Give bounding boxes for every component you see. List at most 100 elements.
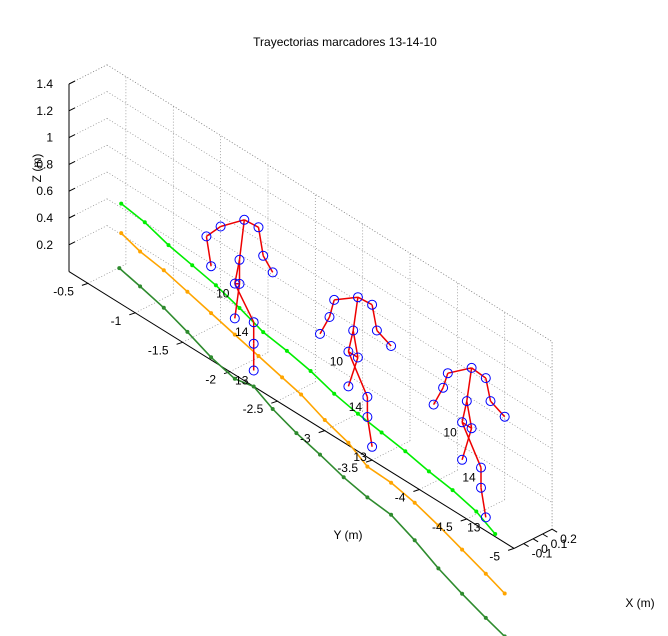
skeleton-bone xyxy=(205,236,212,267)
skeleton-bone xyxy=(328,299,335,318)
series-point-10 xyxy=(142,220,147,225)
skeleton-bone xyxy=(471,367,487,379)
axes xyxy=(68,80,558,551)
z-tick-label: 0.2 xyxy=(36,238,53,252)
skeleton-joint xyxy=(371,325,382,336)
y-tick-mark xyxy=(129,312,136,316)
skeleton-joint xyxy=(362,391,373,402)
marker-label-13: 13 xyxy=(235,374,249,388)
series-point-10 xyxy=(308,369,313,373)
y-tick-label: -5 xyxy=(489,549,500,563)
skeleton-bone xyxy=(485,377,492,402)
x-tick-mark xyxy=(551,528,558,533)
skeleton-joint xyxy=(476,482,486,493)
skeleton-joint xyxy=(442,368,453,379)
series-point-13 xyxy=(138,284,143,289)
y-tick-mark xyxy=(271,400,278,404)
skeleton-overlays: 10 14 13 10 14 13 10 14 13 xyxy=(201,214,510,534)
skeleton-joint xyxy=(457,417,468,428)
plot-area xyxy=(117,201,507,636)
grid-line-back-z-3 xyxy=(106,144,553,423)
x-tick-mark xyxy=(523,543,529,548)
skeleton-joint xyxy=(428,399,439,410)
z-tick-mark xyxy=(68,80,76,85)
skeleton-joint xyxy=(348,325,359,336)
skeleton-bone xyxy=(442,372,449,388)
skeleton-bone xyxy=(262,255,274,273)
skeleton-joint xyxy=(461,396,472,407)
skeleton-joint xyxy=(386,341,397,351)
y-tick-label: -0.5 xyxy=(53,284,74,298)
skeleton-joint xyxy=(367,441,378,452)
skeleton-joint xyxy=(229,313,240,324)
skeleton-joint xyxy=(485,396,496,407)
z-tick-mark xyxy=(68,187,76,192)
x-tick-label: 0.1 xyxy=(551,537,568,551)
series-point-14 xyxy=(322,418,327,422)
series-point-13 xyxy=(232,376,237,381)
marker-label-10: 10 xyxy=(443,425,457,439)
skeleton-joint xyxy=(480,373,491,384)
series-point-10 xyxy=(332,391,337,396)
series-point-10 xyxy=(379,430,384,435)
skeleton-bone xyxy=(234,283,255,323)
y-tick-mark xyxy=(318,430,325,434)
skeleton-joint xyxy=(267,267,278,278)
series-point-10 xyxy=(403,449,408,454)
skeleton-joint xyxy=(215,221,226,232)
series-point-14 xyxy=(460,547,465,552)
skeleton-bone xyxy=(347,351,369,398)
skeleton-joint xyxy=(315,328,325,339)
series-point-13 xyxy=(270,407,275,411)
series-point-13 xyxy=(185,329,190,334)
y-tick-mark xyxy=(81,282,89,286)
z-axis-label: Z (m) xyxy=(30,154,44,183)
skeleton-joint xyxy=(457,454,468,465)
series-point-13 xyxy=(251,384,256,389)
skeleton-bone xyxy=(347,357,359,387)
skeleton-bone xyxy=(489,400,506,418)
grid-line-back-z-1 xyxy=(106,198,553,476)
skeleton-bone xyxy=(376,329,392,347)
y-tick-label: -1 xyxy=(111,314,122,328)
grid-line-floor-y-8 xyxy=(466,499,505,520)
series-point-10 xyxy=(493,532,498,536)
skeleton-joint xyxy=(329,294,340,305)
skeleton-0: 10 14 13 xyxy=(201,214,278,388)
skeleton-joint xyxy=(201,231,212,242)
skeleton-joint xyxy=(248,317,259,328)
series-point-14 xyxy=(299,392,304,397)
skeleton-joint xyxy=(499,411,510,422)
chart-title: Trayectorias marcadores 13-14-10 xyxy=(253,35,437,49)
z-tick-mark xyxy=(68,241,76,246)
skeleton-joint xyxy=(362,412,373,422)
y-tick-label: -4.5 xyxy=(432,520,453,534)
marker-label-14: 14 xyxy=(349,400,363,414)
y-tick-labels: -0.5 -1 -1.5 -2 -2.5 -3 -3.5 -4 -4.5 -5 xyxy=(53,284,500,563)
series-point-13 xyxy=(412,538,417,543)
skeleton-bone xyxy=(348,350,359,359)
skeleton-bone xyxy=(366,416,373,447)
y-tick-label: -4 xyxy=(395,491,406,505)
series-point-10 xyxy=(261,330,266,335)
grid-line-floor-y-6 xyxy=(371,440,411,461)
series-point-14 xyxy=(138,249,143,254)
series-point-14 xyxy=(412,500,417,505)
series-point-14 xyxy=(365,464,370,469)
skeleton-bone xyxy=(334,296,358,301)
y-tick-mark xyxy=(413,489,420,492)
skeleton-bone xyxy=(480,487,487,518)
skeleton-bone xyxy=(352,297,359,331)
grid-line-floor-y-0 xyxy=(87,263,127,284)
grid-line-back-z-2 xyxy=(106,171,553,450)
skeleton-2: 10 14 13 xyxy=(428,362,510,534)
grid-line-floor-y-1 xyxy=(135,293,174,314)
grid-line-back-z-4 xyxy=(106,118,553,396)
z-tick-label: 0.4 xyxy=(36,211,53,225)
x-tick-label: 0 xyxy=(541,542,548,556)
y-tick-label: -2.5 xyxy=(243,402,264,416)
skeleton-joint xyxy=(343,346,354,357)
z-tick-mark xyxy=(68,107,76,112)
series-point-14 xyxy=(346,440,351,445)
skeleton-joint xyxy=(258,250,269,261)
